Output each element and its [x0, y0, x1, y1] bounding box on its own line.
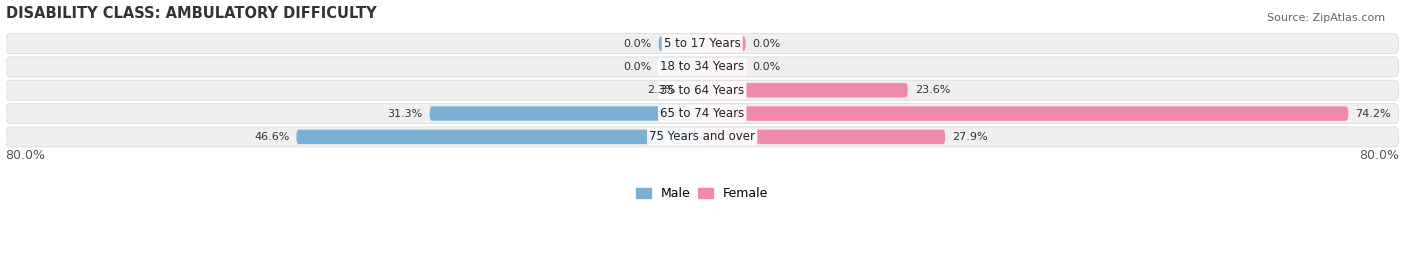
Text: 0.0%: 0.0%	[752, 62, 780, 72]
FancyBboxPatch shape	[6, 80, 1399, 100]
Text: 75 Years and over: 75 Years and over	[650, 130, 755, 143]
FancyBboxPatch shape	[702, 36, 745, 51]
FancyBboxPatch shape	[297, 130, 702, 144]
Text: 18 to 34 Years: 18 to 34 Years	[661, 61, 744, 73]
FancyBboxPatch shape	[702, 130, 945, 144]
FancyBboxPatch shape	[658, 36, 702, 51]
Text: 27.9%: 27.9%	[952, 132, 988, 142]
Legend: Male, Female: Male, Female	[631, 182, 773, 205]
Text: 0.0%: 0.0%	[623, 38, 652, 49]
Text: 35 to 64 Years: 35 to 64 Years	[661, 84, 744, 97]
FancyBboxPatch shape	[6, 57, 1399, 77]
FancyBboxPatch shape	[682, 83, 702, 97]
Text: 5 to 17 Years: 5 to 17 Years	[664, 37, 741, 50]
FancyBboxPatch shape	[702, 106, 1348, 121]
FancyBboxPatch shape	[6, 34, 1399, 54]
Text: 80.0%: 80.0%	[6, 148, 45, 162]
FancyBboxPatch shape	[430, 106, 702, 121]
Text: 46.6%: 46.6%	[254, 132, 290, 142]
FancyBboxPatch shape	[6, 127, 1399, 147]
FancyBboxPatch shape	[6, 104, 1399, 123]
Text: 23.6%: 23.6%	[915, 85, 950, 95]
FancyBboxPatch shape	[658, 60, 702, 74]
FancyBboxPatch shape	[702, 83, 908, 97]
Text: 0.0%: 0.0%	[752, 38, 780, 49]
Text: 0.0%: 0.0%	[623, 62, 652, 72]
FancyBboxPatch shape	[702, 60, 745, 74]
Text: 74.2%: 74.2%	[1355, 109, 1391, 119]
Text: 80.0%: 80.0%	[1358, 148, 1399, 162]
Text: DISABILITY CLASS: AMBULATORY DIFFICULTY: DISABILITY CLASS: AMBULATORY DIFFICULTY	[6, 6, 377, 20]
Text: 31.3%: 31.3%	[388, 109, 423, 119]
Text: 65 to 74 Years: 65 to 74 Years	[659, 107, 744, 120]
Text: Source: ZipAtlas.com: Source: ZipAtlas.com	[1267, 13, 1385, 23]
Text: 2.3%: 2.3%	[647, 85, 675, 95]
